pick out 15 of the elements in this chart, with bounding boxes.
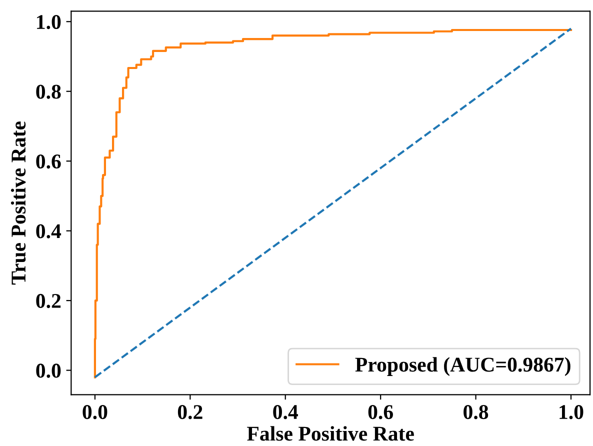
y-tick-label: 0.2 [36,294,61,308]
y-tick-label: 0.0 [36,364,61,378]
x-tick-label: 0.8 [464,405,488,420]
x-tick-label: 1.0 [560,405,584,420]
x-tick-label: 0.0 [82,405,108,420]
x-tick-label: 0.6 [368,405,393,420]
y-tick-label: 1.0 [37,14,61,30]
x-tick-label: 0.4 [273,405,298,420]
y-axis-title: True Positive Rate [10,122,26,285]
x-tick-label: 0.2 [178,405,202,420]
y-tick-label: 0.4 [36,224,62,238]
y-tick-label: 0.6 [36,154,61,169]
y-tick-label: 0.8 [36,84,61,99]
x-axis-title: False Positive Rate [247,426,414,441]
legend-label: Proposed (AUC=0.9867) [355,357,570,376]
